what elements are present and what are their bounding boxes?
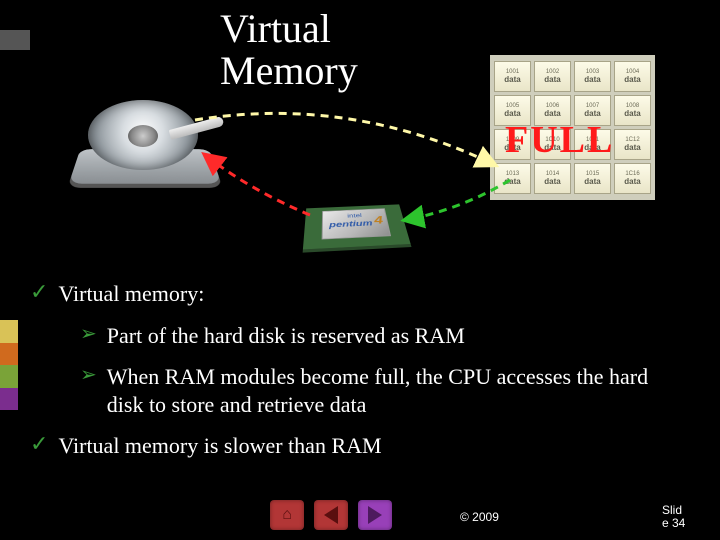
- arrow-bullet-icon: ➢: [80, 363, 97, 387]
- slide-title: Virtual Memory: [220, 8, 358, 92]
- ram-cell: 1014data: [534, 163, 571, 194]
- triangle-right-icon: [368, 506, 382, 524]
- ram-cell-value: data: [584, 75, 600, 84]
- ram-cell-value: data: [504, 75, 520, 84]
- cpu-label: intel pentium4: [328, 211, 384, 230]
- ram-cell: 1C12data: [614, 129, 651, 160]
- ram-cell: 1004data: [614, 61, 651, 92]
- cpu-image: intel pentium4: [300, 190, 410, 260]
- home-icon: ⌂: [282, 506, 292, 524]
- bullet-1a-text: Part of the hard disk is reserved as RAM: [107, 322, 465, 350]
- bullet-1b: ➢ When RAM modules become full, the CPU …: [80, 363, 690, 418]
- side-color-bars: [0, 320, 18, 410]
- cpu-model: 4: [373, 217, 383, 225]
- ram-cell-value: data: [624, 143, 640, 152]
- bullet-1a: ➢ Part of the hard disk is reserved as R…: [80, 322, 690, 350]
- slide: Virtual Memory 1001data1002data1003data1…: [0, 0, 720, 540]
- slide-number-line1: Slid: [662, 503, 682, 517]
- ram-cell: 1015data: [574, 163, 611, 194]
- bullet-2: ✓ Virtual memory is slower than RAM: [30, 432, 690, 460]
- ram-cell-value: data: [504, 109, 520, 118]
- ram-cell: 1C16data: [614, 163, 651, 194]
- bullet-2-text: Virtual memory is slower than RAM: [58, 432, 381, 460]
- sidebar-stripe: [0, 320, 18, 343]
- full-label: FULL: [505, 118, 614, 162]
- sidebar-stripe: [0, 365, 18, 388]
- ram-cell: 1002data: [534, 61, 571, 92]
- top-accent-bar: [0, 30, 30, 50]
- ram-cell-value: data: [624, 177, 640, 186]
- ram-cell: 1013data: [494, 163, 531, 194]
- arrow-bullet-icon: ➢: [80, 322, 97, 346]
- bullet-1-text: Virtual memory:: [58, 280, 204, 308]
- hdd-hub: [128, 125, 158, 147]
- ram-cell-value: data: [624, 75, 640, 84]
- ram-cell-value: data: [584, 177, 600, 186]
- sidebar-stripe: [0, 388, 18, 411]
- arrow-hdd-to-ram: [195, 113, 495, 165]
- ram-cell: 1001data: [494, 61, 531, 92]
- ram-cell-value: data: [544, 109, 560, 118]
- ram-cell-value: data: [584, 109, 600, 118]
- bullet-1b-text: When RAM modules become full, the CPU ac…: [107, 363, 690, 418]
- check-icon: ✓: [30, 432, 48, 456]
- slide-number: Slid e 34: [662, 504, 702, 530]
- ram-cell-value: data: [544, 177, 560, 186]
- nav-home-button[interactable]: ⌂: [270, 500, 304, 530]
- ram-cell: 1003data: [574, 61, 611, 92]
- sidebar-stripe: [0, 343, 18, 366]
- copyright-text: © 2009: [460, 510, 499, 524]
- ram-cell: 1008data: [614, 95, 651, 126]
- check-icon: ✓: [30, 280, 48, 304]
- triangle-left-icon: [324, 506, 338, 524]
- nav-buttons: ⌂: [270, 500, 392, 530]
- title-line-2: Memory: [220, 48, 358, 93]
- ram-cell-value: data: [544, 75, 560, 84]
- arrow-cpu-to-hdd: [205, 155, 310, 215]
- nav-prev-button[interactable]: [314, 500, 348, 530]
- hard-disk-image: [70, 70, 220, 210]
- ram-cell-value: data: [624, 109, 640, 118]
- ram-cell-value: data: [504, 177, 520, 186]
- nav-next-button[interactable]: [358, 500, 392, 530]
- title-line-1: Virtual: [220, 6, 331, 51]
- slide-number-line2: e 34: [662, 516, 685, 530]
- body-text: ✓ Virtual memory: ➢ Part of the hard dis…: [30, 280, 690, 474]
- bullet-1: ✓ Virtual memory:: [30, 280, 690, 308]
